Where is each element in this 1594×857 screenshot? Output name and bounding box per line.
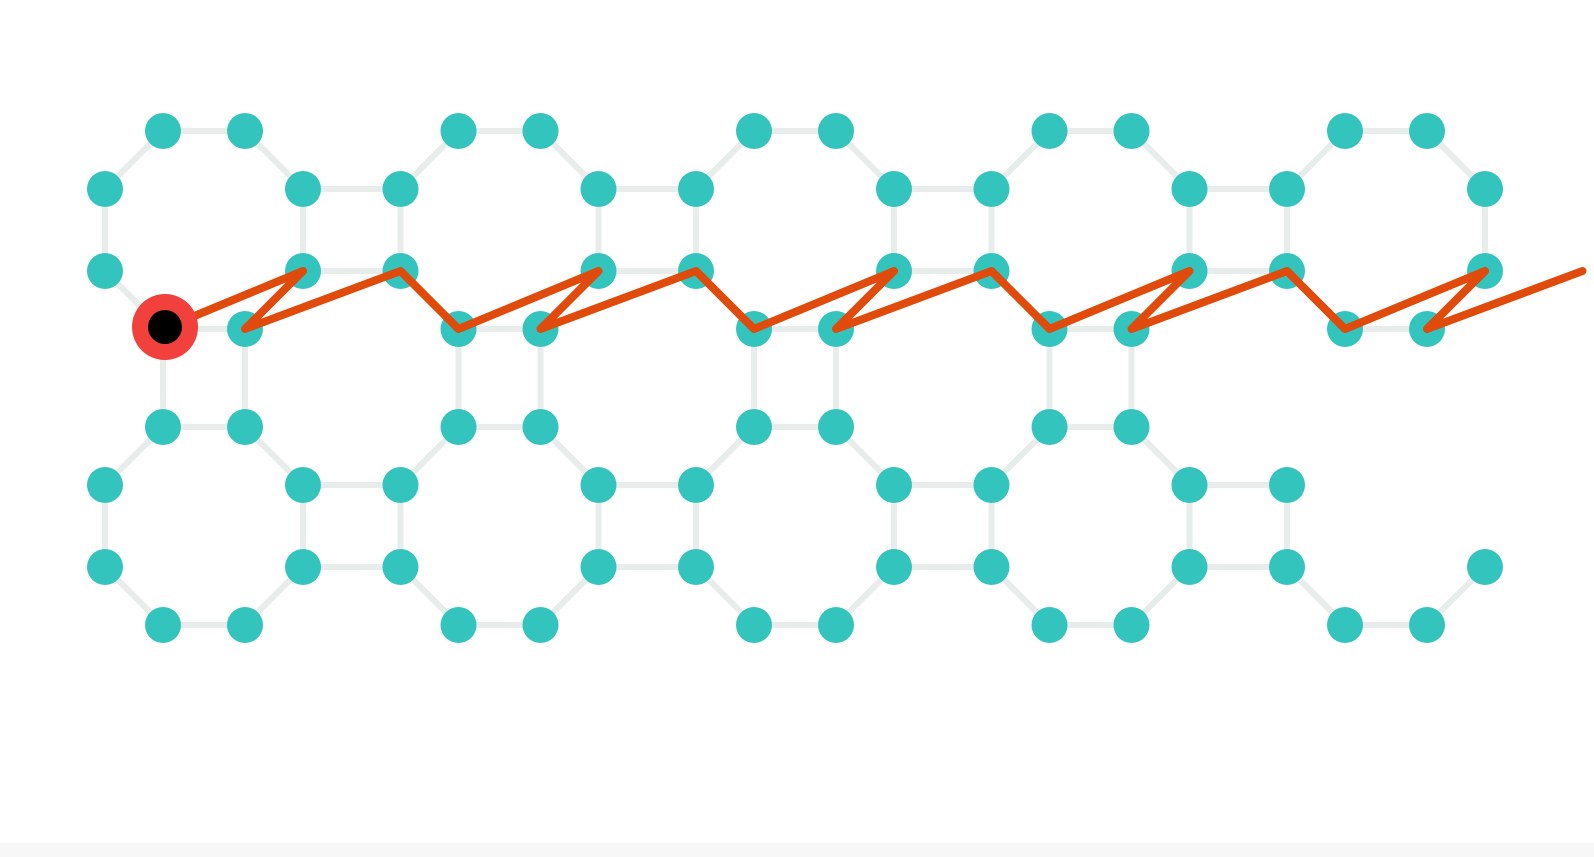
lattice-node xyxy=(522,607,559,643)
lattice-node xyxy=(227,409,263,445)
lattice-node xyxy=(973,467,1010,503)
lattice-node xyxy=(1467,171,1503,207)
lattice-node xyxy=(580,171,617,207)
start-point-icon xyxy=(148,310,182,344)
lattice-node xyxy=(522,113,559,149)
lattice-node xyxy=(1031,607,1068,643)
lattice-node xyxy=(876,171,912,207)
lattice-node xyxy=(876,467,912,503)
lattice-node xyxy=(227,113,263,149)
lattice-node xyxy=(580,467,617,503)
lattice-node xyxy=(736,409,772,445)
lattice-node xyxy=(382,467,419,503)
lattice-node xyxy=(1031,409,1068,445)
lattice-node xyxy=(678,549,714,585)
bottom-strip xyxy=(0,843,1594,857)
lattice-node xyxy=(736,113,772,149)
lattice-node xyxy=(1031,113,1068,149)
lattice-node xyxy=(522,409,559,445)
lattice-node xyxy=(227,607,263,643)
lattice-node xyxy=(440,607,477,643)
lattice-node xyxy=(1467,549,1503,585)
lattice-node xyxy=(876,549,912,585)
lattice-node xyxy=(1171,467,1208,503)
start-marker xyxy=(132,294,198,360)
lattice-node xyxy=(87,253,123,289)
lattice-node xyxy=(1171,171,1208,207)
lattice-node xyxy=(818,113,854,149)
lattice-node xyxy=(1269,549,1305,585)
lattice-node xyxy=(285,549,321,585)
lattice-node xyxy=(87,549,123,585)
lattice-node xyxy=(973,171,1010,207)
lattice-node xyxy=(440,113,477,149)
lattice-node xyxy=(1269,171,1305,207)
lattice-node xyxy=(1113,607,1150,643)
lattice-node xyxy=(1113,113,1150,149)
lattice-node xyxy=(285,171,321,207)
lattice-node xyxy=(580,549,617,585)
lattice-node xyxy=(285,467,321,503)
lattice-node xyxy=(382,549,419,585)
lattice-node xyxy=(736,607,772,643)
lattice-node xyxy=(440,409,477,445)
lattice-node xyxy=(818,607,854,643)
lattice-node xyxy=(145,113,181,149)
lattice-node xyxy=(1171,549,1208,585)
lattice-node xyxy=(1409,607,1445,643)
lattice-node xyxy=(678,467,714,503)
lattice-node xyxy=(1327,607,1363,643)
lattice-node xyxy=(973,549,1010,585)
lattice-node xyxy=(678,171,714,207)
lattice-node xyxy=(145,409,181,445)
path-line xyxy=(159,267,1587,333)
lattice-node xyxy=(87,467,123,503)
lattice-node xyxy=(1269,467,1305,503)
lattice-node xyxy=(1327,113,1363,149)
lattice-node xyxy=(1409,113,1445,149)
lattice-node xyxy=(382,171,419,207)
lattice-node xyxy=(145,607,181,643)
lattice-node xyxy=(1113,409,1150,445)
lattice-node xyxy=(818,409,854,445)
lattice-node xyxy=(87,171,123,207)
